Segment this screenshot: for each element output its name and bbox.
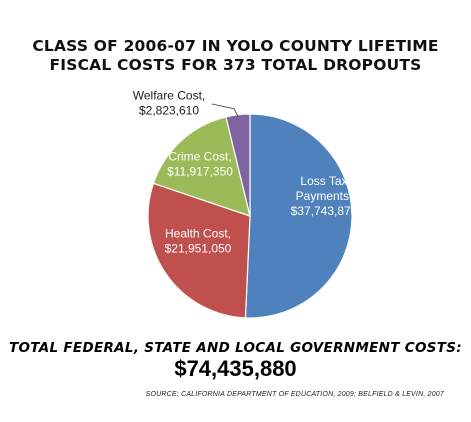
total-cost-label: TOTAL FEDERAL, STATE AND LOCAL GOVERNMEN… — [9, 340, 462, 356]
label-health-cost: Health Cost, $21,951,050 — [165, 227, 232, 256]
label-crime-cost: Crime Cost, $11,917,350 — [167, 150, 233, 179]
source-note: SOURCE: CALIFORNIA DEPARTMENT OF EDUCATI… — [145, 391, 444, 398]
welfare-leader-line — [211, 103, 239, 117]
label-loss-tax-payments: Loss Tax Payments, $37,743,870 — [291, 174, 358, 218]
label-welfare-cost: Welfare Cost, $2,823,610 — [133, 89, 205, 118]
slice-welfare-cost — [225, 113, 251, 217]
slice-loss-tax-payments — [244, 113, 353, 319]
total-cost-value: $74,435,880 — [174, 356, 297, 381]
slice-health-cost — [147, 182, 251, 319]
pie-chart: Loss Tax Payments, $37,743,870 Health Cost,… — [132, 88, 358, 319]
chart-title-line-1: CLASS OF 2006-07 IN YOLO COUNTY LIFETIME — [32, 37, 439, 55]
chart-title-line-2: FISCAL COSTS FOR 373 TOTAL DROPOUTS — [49, 56, 422, 74]
slice-crime-cost — [152, 116, 251, 217]
